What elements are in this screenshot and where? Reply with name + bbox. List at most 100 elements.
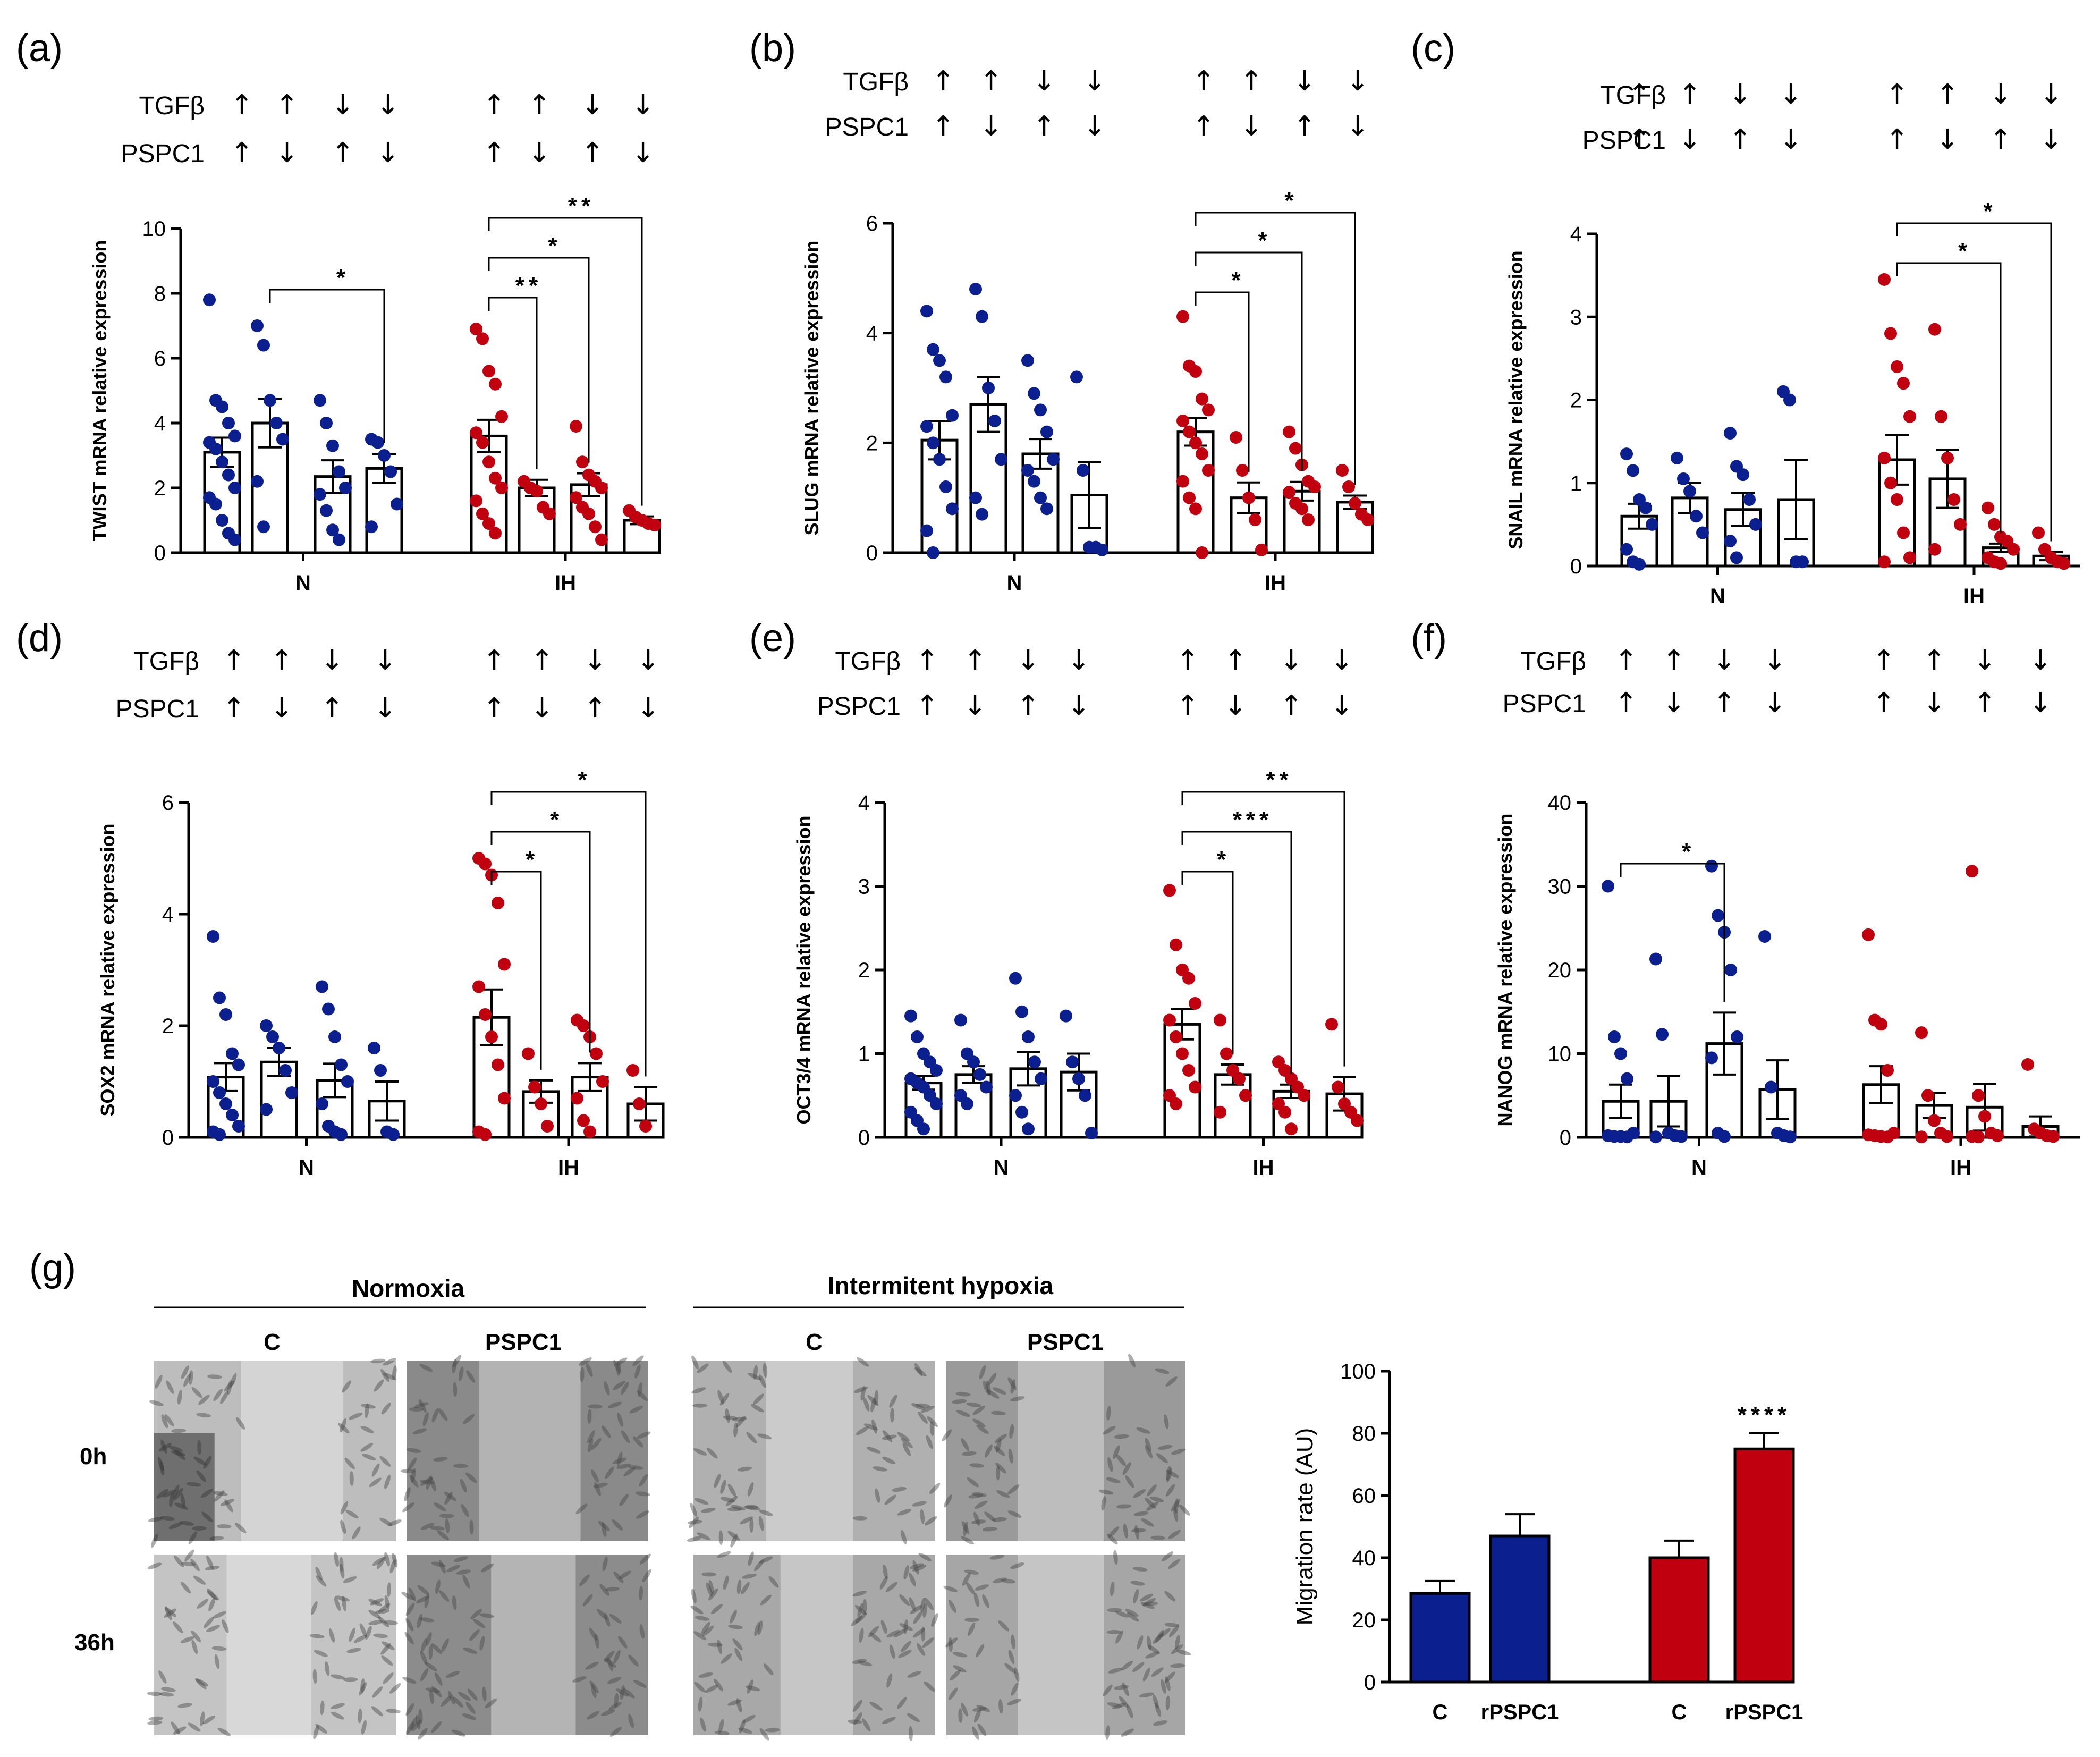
cell	[642, 1569, 651, 1582]
cell	[691, 1387, 706, 1394]
cell	[931, 1613, 938, 1627]
cell	[320, 1700, 325, 1716]
cell	[1123, 1523, 1128, 1539]
cell	[743, 1505, 759, 1509]
cell	[1126, 1704, 1133, 1718]
cell	[164, 1607, 177, 1617]
significance-bracket	[1181, 831, 1292, 1074]
cell	[181, 1561, 196, 1566]
cell	[628, 1713, 634, 1728]
y-tick-label: 10	[142, 217, 166, 241]
cell	[340, 1519, 346, 1534]
cell	[434, 1672, 443, 1686]
cell	[768, 1576, 779, 1588]
cell	[908, 1726, 913, 1741]
cell	[456, 1569, 471, 1575]
cell	[996, 1465, 1001, 1481]
data-point	[1170, 1097, 1182, 1110]
cell	[1164, 1623, 1180, 1627]
cell	[604, 1612, 611, 1627]
tgfb-arrow: ↑	[932, 65, 955, 97]
cell	[352, 1526, 361, 1540]
cell	[220, 1391, 229, 1404]
cell	[929, 1483, 941, 1494]
data-point	[1972, 1089, 1985, 1102]
cell	[984, 1511, 996, 1522]
cell	[893, 1628, 907, 1637]
row-label-0h: 0h	[80, 1443, 107, 1469]
cell	[1164, 1591, 1176, 1602]
data-point	[495, 482, 508, 494]
cell	[747, 1679, 753, 1694]
cell	[1107, 1702, 1122, 1708]
bar	[518, 486, 556, 554]
cell	[949, 1687, 958, 1700]
y-tick-label: 1	[858, 1043, 870, 1066]
x-group-label-n: N	[1007, 571, 1022, 595]
significance-bracket	[269, 289, 385, 443]
cell	[975, 1500, 988, 1509]
data-point	[1176, 310, 1189, 323]
cell	[430, 1477, 436, 1492]
data-point	[1189, 502, 1202, 516]
micrograph-background	[407, 1555, 648, 1735]
cell	[1162, 1551, 1174, 1561]
y-axis-label: SOX2 mRNA relative expression	[97, 824, 118, 1117]
cell	[701, 1572, 717, 1577]
cell	[1122, 1682, 1129, 1696]
cell	[213, 1491, 228, 1496]
cell	[424, 1662, 437, 1671]
data-point	[1170, 938, 1182, 951]
data-point	[476, 332, 489, 345]
tgfb-arrow: ↓	[1713, 645, 1736, 677]
cell	[757, 1620, 763, 1635]
cell	[852, 1516, 868, 1521]
cell	[408, 1587, 416, 1601]
cell	[438, 1408, 448, 1421]
data-point	[1236, 464, 1249, 477]
cell	[705, 1685, 718, 1693]
cell	[342, 1596, 347, 1611]
data-point	[222, 468, 235, 482]
data-point	[541, 1120, 554, 1133]
data-point	[1935, 410, 1947, 423]
panel-label: (f)	[1411, 617, 1447, 660]
cell	[591, 1469, 599, 1483]
cell	[368, 1620, 383, 1625]
cell	[998, 1699, 1003, 1714]
data-point	[920, 524, 933, 537]
cell	[1149, 1496, 1164, 1502]
data-point	[257, 339, 270, 352]
data-point	[920, 305, 933, 318]
cell	[1102, 1684, 1113, 1697]
micrograph	[401, 1553, 651, 1740]
cell	[1108, 1668, 1123, 1674]
tgfb-arrow: ↑	[1176, 645, 1199, 677]
cell	[855, 1612, 867, 1624]
y-tick-label: 6	[162, 791, 174, 815]
data-point	[1878, 555, 1891, 569]
data-point	[1289, 442, 1302, 455]
pspc1-arrow: ↓	[275, 137, 299, 169]
data-point	[1183, 491, 1196, 504]
data-point	[1308, 480, 1321, 493]
cell	[408, 1457, 417, 1471]
cell	[214, 1654, 220, 1669]
cell	[871, 1419, 878, 1434]
cell	[406, 1448, 421, 1453]
cell	[916, 1643, 925, 1656]
cell	[1153, 1633, 1164, 1644]
x-group-label-ih: IH	[1253, 1156, 1274, 1179]
data-point	[1230, 431, 1242, 444]
data-point	[1034, 491, 1047, 504]
cell	[587, 1404, 603, 1409]
cell	[635, 1491, 650, 1497]
tgfb-arrow: ↑	[482, 89, 506, 121]
pspc1-arrow: ↓	[376, 137, 400, 169]
data-point	[470, 494, 482, 508]
cell	[1105, 1725, 1110, 1740]
cell	[594, 1482, 601, 1496]
data-point	[270, 417, 283, 429]
cell	[604, 1658, 617, 1668]
cell	[723, 1415, 738, 1421]
